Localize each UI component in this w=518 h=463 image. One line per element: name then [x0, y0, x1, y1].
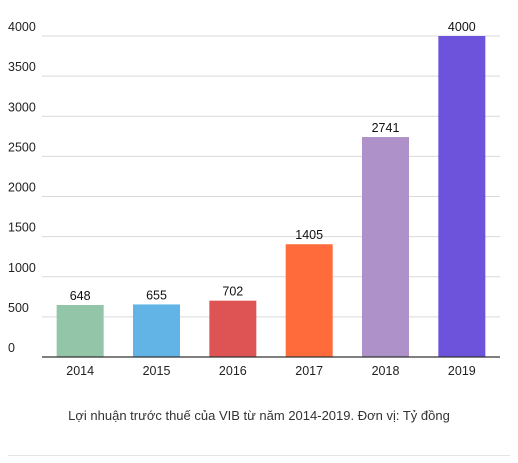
data-label: 648: [70, 289, 91, 303]
data-label: 702: [222, 285, 243, 299]
y-tick-label: 2000: [8, 181, 36, 195]
x-tick-label: 2014: [66, 364, 94, 378]
bar-chart: 0 500 1000 1500 2000 2500 3000 3500 4000 648 655 7…: [8, 20, 500, 378]
data-label: 4000: [448, 20, 476, 34]
y-tick-label: 0: [8, 341, 15, 355]
x-tick-label: 2015: [143, 364, 171, 378]
x-tick-label: 2017: [295, 364, 323, 378]
x-axis-ticks: 2014 2015 2016 2017 2018 2019: [66, 364, 476, 378]
bar: [285, 244, 333, 357]
bar: [133, 304, 180, 357]
bars: [56, 36, 486, 357]
x-tick-label: 2018: [372, 364, 400, 378]
y-tick-label: 3500: [8, 60, 36, 74]
x-tick-label: 2016: [219, 364, 247, 378]
y-tick-label: 3000: [8, 100, 36, 114]
data-labels: 648 655 702 1405 2741 4000: [70, 20, 476, 303]
bar: [56, 304, 104, 357]
data-label: 655: [146, 288, 167, 302]
y-tick-label: 2500: [8, 140, 36, 154]
data-label: 1405: [295, 228, 323, 242]
x-tick-label: 2019: [448, 364, 476, 378]
y-tick-label: 500: [8, 301, 29, 315]
bar: [209, 300, 257, 357]
y-axis-ticks: 0 500 1000 1500 2000 2500 3000 3500 4000: [8, 20, 36, 355]
y-tick-label: 1000: [8, 261, 36, 275]
divider: [8, 455, 510, 456]
y-tick-label: 4000: [8, 20, 36, 34]
bar: [438, 36, 486, 357]
chart-caption: Lợi nhuận trước thuế của VIB từ năm 2014…: [68, 408, 450, 423]
gridlines: [42, 35, 500, 318]
y-tick-label: 1500: [8, 221, 36, 235]
bar: [362, 137, 409, 357]
data-label: 2741: [372, 121, 400, 135]
